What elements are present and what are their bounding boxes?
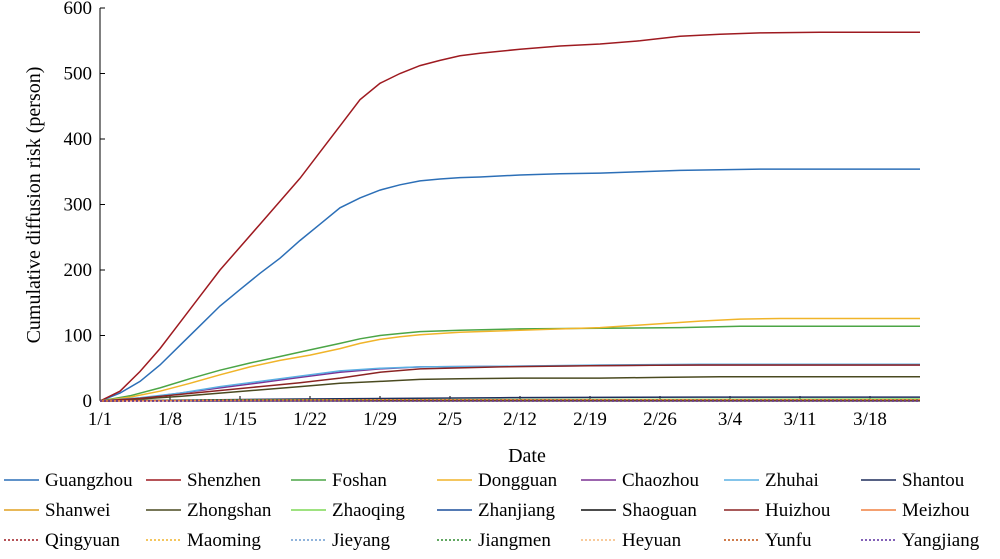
y-tick-label: 0 (83, 391, 93, 412)
legend-label: Yunfu (765, 530, 812, 551)
legend-entry-chaozhou: Chaozhou (581, 470, 700, 491)
legend-entry-zhuhai: Zhuhai (724, 470, 819, 491)
legend-entry-dongguan: Dongguan (437, 470, 558, 491)
legend-label: Shanwei (45, 500, 110, 521)
legend-entry-foshan: Foshan (291, 470, 387, 491)
series-line-shenzhen (99, 31, 920, 402)
x-tick-label: 2/19 (573, 409, 607, 430)
legend-label: Meizhou (902, 500, 970, 521)
x-tick-label: 2/12 (503, 409, 537, 430)
legend-label: Dongguan (478, 470, 558, 491)
legend: Guangzhou Shenzhen Foshan Dongguan Chaozhou Z… (4, 470, 980, 551)
x-tick-label: 1/1 (88, 409, 112, 430)
legend-label: Guangzhou (45, 470, 133, 491)
legend-label: Huizhou (765, 500, 831, 521)
x-tick-label: 2/26 (643, 409, 677, 430)
x-axis-title: Date (508, 445, 546, 467)
x-tick-label: 3/4 (718, 409, 743, 430)
series-line-chaozhou (99, 364, 920, 402)
legend-entry-shenzhen: Shenzhen (146, 470, 261, 491)
legend-entry-huizhou: Huizhou (724, 500, 831, 521)
x-tick-label: 1/15 (223, 409, 257, 430)
legend-entry-jiangmen: Jiangmen (437, 530, 551, 551)
x-tick-label: 2/5 (438, 409, 462, 430)
legend-label: Shenzhen (187, 470, 261, 491)
legend-label: Yangjiang (902, 530, 980, 551)
legend-label: Heyuan (622, 530, 682, 551)
legend-entry-yunfu: Yunfu (724, 530, 812, 551)
legend-label: Shaoguan (622, 500, 697, 521)
y-tick-label: 400 (64, 129, 93, 150)
x-tick-label: 1/8 (158, 409, 182, 430)
legend-label: Chaozhou (622, 470, 700, 491)
legend-entry-zhongshan: Zhongshan (146, 500, 272, 521)
legend-entry-meizhou: Meizhou (861, 500, 970, 521)
legend-label: Zhongshan (187, 500, 272, 521)
series-line-zhongshan (99, 376, 920, 402)
series-line-guangzhou (99, 168, 920, 402)
tick-labels: 0 100 200 300 400 500 600 1/1 1/8 1/15 1/22 1/29 2/5… (64, 0, 887, 430)
legend-label: Jiangmen (478, 530, 551, 551)
legend-label: Shantou (902, 470, 965, 491)
legend-entry-shaoguan: Shaoguan (581, 500, 697, 521)
legend-label: Jieyang (332, 530, 391, 551)
legend-entry-maoming: Maoming (146, 530, 261, 551)
legend-entry-qingyuan: Qingyuan (4, 530, 120, 551)
legend-entry-shanwei: Shanwei (4, 500, 110, 521)
series-layer (99, 31, 921, 402)
legend-label: Zhuhai (765, 470, 819, 491)
legend-label: Zhanjiang (478, 500, 556, 521)
legend-label: Zhaoqing (332, 500, 405, 521)
y-tick-label: 300 (64, 195, 93, 216)
legend-entry-guangzhou: Guangzhou (4, 470, 133, 491)
legend-label: Foshan (332, 470, 387, 491)
y-axis-title: Cumulative diffusion risk (person) (23, 67, 45, 344)
y-tick-label: 100 (64, 326, 93, 347)
x-tick-label: 3/11 (783, 409, 816, 430)
legend-entry-yangjiang: Yangjiang (861, 530, 980, 551)
axes (99, 7, 920, 402)
x-tick-label: 3/18 (853, 409, 887, 430)
y-tick-label: 600 (64, 0, 93, 19)
legend-entry-shantou: Shantou (861, 470, 965, 491)
legend-label: Qingyuan (45, 530, 120, 551)
legend-entry-zhaoqing: Zhaoqing (291, 500, 405, 521)
legend-entry-heyuan: Heyuan (581, 530, 682, 551)
y-tick-label: 200 (64, 260, 93, 281)
series-line-huizhou (99, 364, 920, 402)
x-tick-label: 1/29 (363, 409, 397, 430)
x-tick-label: 1/22 (293, 409, 327, 430)
legend-entry-jieyang: Jieyang (291, 530, 391, 551)
legend-entry-zhanjiang: Zhanjiang (437, 500, 556, 521)
legend-label: Maoming (187, 530, 261, 551)
y-tick-label: 500 (64, 64, 93, 85)
series-line-dongguan (99, 317, 920, 402)
